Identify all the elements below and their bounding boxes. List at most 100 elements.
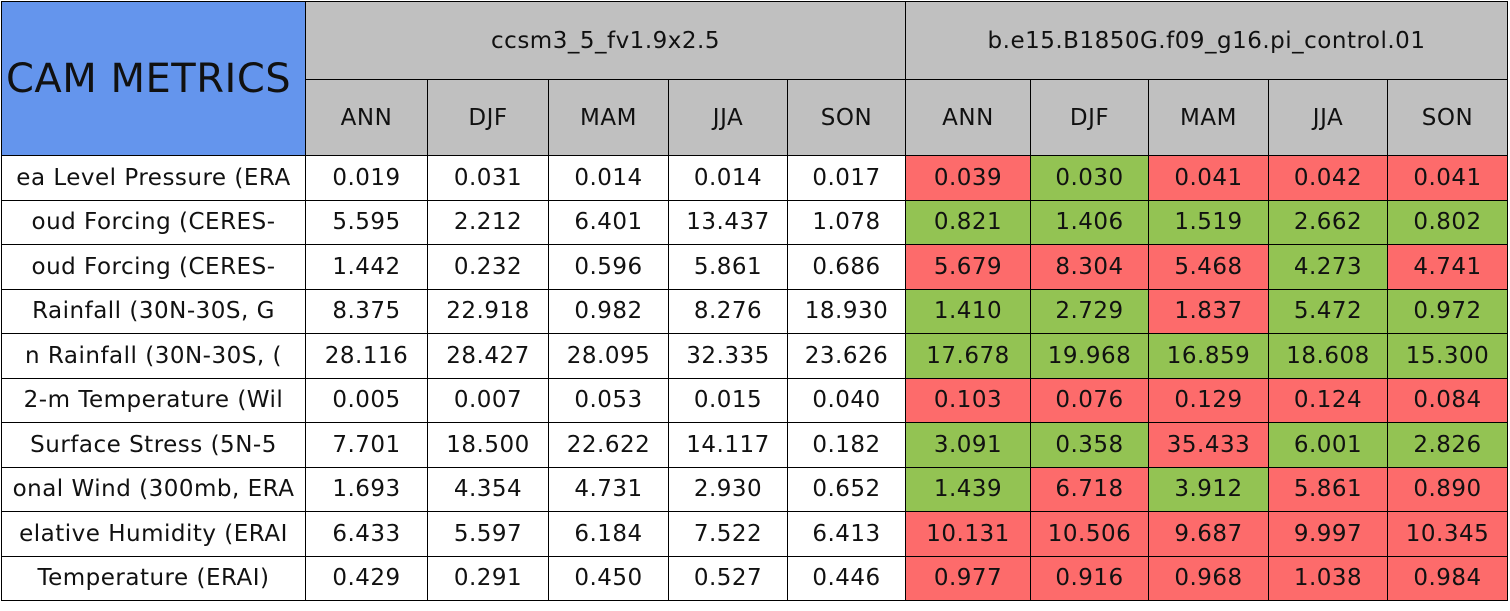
row-label: elative Humidity (ERAI xyxy=(1,511,306,557)
value-cell: 0.968 xyxy=(1148,555,1269,601)
value-cell: 6.433 xyxy=(305,511,428,557)
row-label: Rainfall (30N-30S, G xyxy=(1,288,306,334)
row-label: oud Forcing (CERES- xyxy=(1,199,306,245)
season-header: DJF xyxy=(1030,79,1149,156)
value-cell: 28.427 xyxy=(427,333,549,379)
value-cell: 1.038 xyxy=(1268,555,1388,601)
table-row: Surface Stress (5N-5 7.701 18.500 22.622 14.… xyxy=(1,422,1508,468)
value-cell: 8.375 xyxy=(305,288,428,334)
value-cell: 10.506 xyxy=(1030,511,1149,557)
value-cell: 18.608 xyxy=(1268,333,1388,379)
value-cell: 13.437 xyxy=(668,199,788,245)
value-cell: 6.401 xyxy=(548,199,669,245)
value-cell: 3.091 xyxy=(905,422,1031,468)
value-cell: 1.078 xyxy=(787,199,906,245)
value-cell: 10.345 xyxy=(1387,511,1508,557)
value-cell: 1.439 xyxy=(905,466,1031,512)
value-cell: 3.912 xyxy=(1148,466,1269,512)
table-row: ea Level Pressure (ERA 0.019 0.031 0.014 0.0… xyxy=(1,155,1508,201)
row-label: Temperature (ERAI) xyxy=(1,555,306,601)
value-cell: 14.117 xyxy=(668,422,788,468)
value-cell: 0.977 xyxy=(905,555,1031,601)
value-cell: 6.413 xyxy=(787,511,906,557)
value-cell: 2.930 xyxy=(668,466,788,512)
value-cell: 0.040 xyxy=(787,377,906,423)
value-cell: 5.595 xyxy=(305,199,428,245)
value-cell: 5.472 xyxy=(1268,288,1388,334)
value-cell: 0.007 xyxy=(427,377,549,423)
value-cell: 0.017 xyxy=(787,155,906,201)
season-header: DJF xyxy=(427,79,549,156)
table-row: n Rainfall (30N-30S, (28.116 28.427 28.095… xyxy=(1,333,1508,379)
value-cell: 0.821 xyxy=(905,199,1031,245)
season-header: MAM xyxy=(548,79,669,156)
value-cell: 0.916 xyxy=(1030,555,1149,601)
season-header: SON xyxy=(787,79,906,156)
value-cell: 23.626 xyxy=(787,333,906,379)
table-row: oud Forcing (CERES- 1.442 0.232 0.596 5.861 0… xyxy=(1,244,1508,290)
value-cell: 0.358 xyxy=(1030,422,1149,468)
value-cell: 1.406 xyxy=(1030,199,1149,245)
value-cell: 0.291 xyxy=(427,555,549,601)
value-cell: 0.103 xyxy=(905,377,1031,423)
value-cell: 0.446 xyxy=(787,555,906,601)
value-cell: 17.678 xyxy=(905,333,1031,379)
value-cell: 0.041 xyxy=(1387,155,1508,201)
season-header: JJA xyxy=(668,79,788,156)
value-cell: 0.527 xyxy=(668,555,788,601)
value-cell: 0.084 xyxy=(1387,377,1508,423)
value-cell: 0.232 xyxy=(427,244,549,290)
value-cell: 0.984 xyxy=(1387,555,1508,601)
value-cell: 1.519 xyxy=(1148,199,1269,245)
table-row: Temperature (ERAI) 0.429 0.291 0.450 0.527 0.… xyxy=(1,555,1508,601)
value-cell: 9.997 xyxy=(1268,511,1388,557)
value-cell: 8.276 xyxy=(668,288,788,334)
value-cell: 0.890 xyxy=(1387,466,1508,512)
season-header: MAM xyxy=(1148,79,1269,156)
value-cell: 0.686 xyxy=(787,244,906,290)
season-header: ANN xyxy=(305,79,428,156)
model-header: b.e15.B1850G.f09_g16.pi_control.01 xyxy=(905,1,1508,80)
value-cell: 28.116 xyxy=(305,333,428,379)
value-cell: 18.500 xyxy=(427,422,549,468)
row-label: 2-m Temperature (Wil xyxy=(1,377,306,423)
value-cell: 5.468 xyxy=(1148,244,1269,290)
value-cell: 0.039 xyxy=(905,155,1031,201)
value-cell: 4.354 xyxy=(427,466,549,512)
season-header: SON xyxy=(1387,79,1508,156)
value-cell: 0.802 xyxy=(1387,199,1508,245)
value-cell: 2.826 xyxy=(1387,422,1508,468)
value-cell: 0.042 xyxy=(1268,155,1388,201)
value-cell: 4.741 xyxy=(1387,244,1508,290)
value-cell: 1.693 xyxy=(305,466,428,512)
value-cell: 0.182 xyxy=(787,422,906,468)
value-cell: 6.184 xyxy=(548,511,669,557)
value-cell: 5.861 xyxy=(668,244,788,290)
value-cell: 0.041 xyxy=(1148,155,1269,201)
value-cell: 5.597 xyxy=(427,511,549,557)
table-row: onal Wind (300mb, ERA 1.693 4.354 4.731 2.93… xyxy=(1,466,1508,512)
value-cell: 15.300 xyxy=(1387,333,1508,379)
row-label: n Rainfall (30N-30S, ( xyxy=(1,333,306,379)
value-cell: 0.450 xyxy=(548,555,669,601)
value-cell: 6.718 xyxy=(1030,466,1149,512)
value-cell: 0.982 xyxy=(548,288,669,334)
value-cell: 9.687 xyxy=(1148,511,1269,557)
value-cell: 0.015 xyxy=(668,377,788,423)
value-cell: 0.019 xyxy=(305,155,428,201)
value-cell: 0.005 xyxy=(305,377,428,423)
value-cell: 0.014 xyxy=(668,155,788,201)
value-cell: 19.968 xyxy=(1030,333,1149,379)
value-cell: 5.679 xyxy=(905,244,1031,290)
value-cell: 0.031 xyxy=(427,155,549,201)
value-cell: 35.433 xyxy=(1148,422,1269,468)
table-title: CAM METRICS xyxy=(1,1,306,156)
value-cell: 0.076 xyxy=(1030,377,1149,423)
value-cell: 1.837 xyxy=(1148,288,1269,334)
row-label: ea Level Pressure (ERA xyxy=(1,155,306,201)
value-cell: 28.095 xyxy=(548,333,669,379)
table-row: ANN DJF MAM JJA SON ANN DJF MAM JJA SON xyxy=(2,79,1508,156)
value-cell: 7.522 xyxy=(668,511,788,557)
